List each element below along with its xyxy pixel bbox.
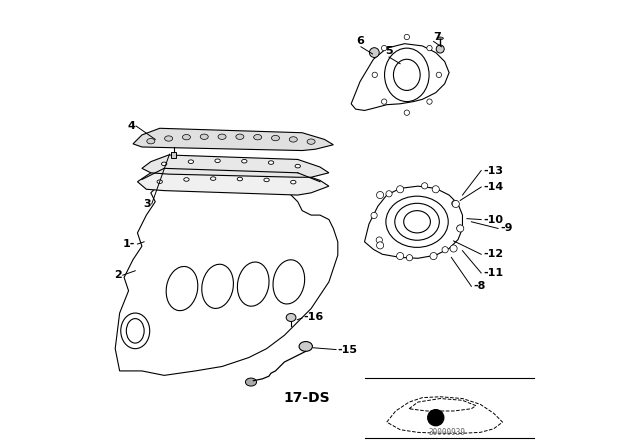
Text: 6: 6 (356, 36, 364, 46)
Ellipse shape (218, 134, 226, 139)
Text: -9: -9 (500, 224, 513, 233)
Ellipse shape (295, 164, 300, 168)
Bar (171, 152, 176, 158)
Text: 5: 5 (385, 46, 393, 56)
Ellipse shape (386, 191, 392, 197)
Text: 7: 7 (433, 32, 442, 43)
Ellipse shape (271, 135, 280, 141)
Ellipse shape (452, 200, 458, 207)
Ellipse shape (397, 253, 404, 260)
Text: -16: -16 (303, 312, 323, 322)
Ellipse shape (432, 186, 439, 193)
Text: 2: 2 (114, 270, 122, 280)
Text: 30000939: 30000939 (428, 428, 465, 437)
Text: -11: -11 (483, 268, 504, 278)
Ellipse shape (397, 186, 404, 193)
Ellipse shape (427, 99, 432, 104)
Ellipse shape (381, 45, 387, 51)
Ellipse shape (406, 254, 413, 261)
Ellipse shape (211, 177, 216, 181)
Ellipse shape (200, 134, 208, 139)
Ellipse shape (242, 159, 247, 163)
Ellipse shape (236, 134, 244, 139)
Ellipse shape (215, 159, 220, 163)
Ellipse shape (182, 134, 191, 140)
Text: -8: -8 (474, 281, 486, 291)
Text: -14: -14 (483, 182, 504, 192)
Ellipse shape (289, 137, 298, 142)
Ellipse shape (161, 162, 167, 166)
Ellipse shape (376, 242, 383, 249)
Text: 4: 4 (127, 121, 135, 131)
Ellipse shape (184, 178, 189, 181)
Ellipse shape (253, 134, 262, 140)
Ellipse shape (245, 378, 257, 386)
Ellipse shape (376, 191, 383, 198)
Polygon shape (142, 155, 329, 177)
Text: 17-DS: 17-DS (284, 391, 330, 405)
Ellipse shape (376, 237, 382, 243)
Ellipse shape (436, 45, 444, 53)
Ellipse shape (450, 245, 457, 252)
Polygon shape (133, 128, 333, 151)
Ellipse shape (371, 212, 377, 219)
Text: -15: -15 (337, 345, 357, 354)
Text: -12: -12 (483, 249, 504, 259)
Ellipse shape (147, 138, 155, 144)
Ellipse shape (381, 99, 387, 104)
Ellipse shape (307, 139, 315, 144)
Ellipse shape (299, 341, 312, 351)
Polygon shape (138, 168, 329, 195)
Ellipse shape (436, 72, 442, 78)
Ellipse shape (442, 247, 448, 253)
Ellipse shape (437, 37, 444, 40)
Text: 3: 3 (143, 199, 151, 209)
Ellipse shape (427, 45, 432, 51)
Ellipse shape (237, 177, 243, 181)
Ellipse shape (430, 253, 437, 260)
Ellipse shape (422, 183, 428, 189)
Ellipse shape (404, 34, 410, 40)
Text: -10: -10 (483, 215, 504, 224)
Text: -13: -13 (483, 166, 504, 176)
Ellipse shape (188, 160, 193, 164)
Ellipse shape (286, 314, 296, 322)
Ellipse shape (268, 161, 274, 164)
Ellipse shape (404, 110, 410, 116)
Ellipse shape (457, 225, 463, 231)
Ellipse shape (452, 200, 460, 207)
Ellipse shape (369, 47, 380, 57)
Ellipse shape (264, 178, 269, 182)
Circle shape (428, 409, 444, 426)
Ellipse shape (372, 72, 378, 78)
Text: 1-: 1- (123, 239, 135, 249)
Ellipse shape (164, 136, 173, 141)
Ellipse shape (457, 225, 464, 232)
Ellipse shape (291, 181, 296, 184)
Ellipse shape (157, 180, 163, 184)
